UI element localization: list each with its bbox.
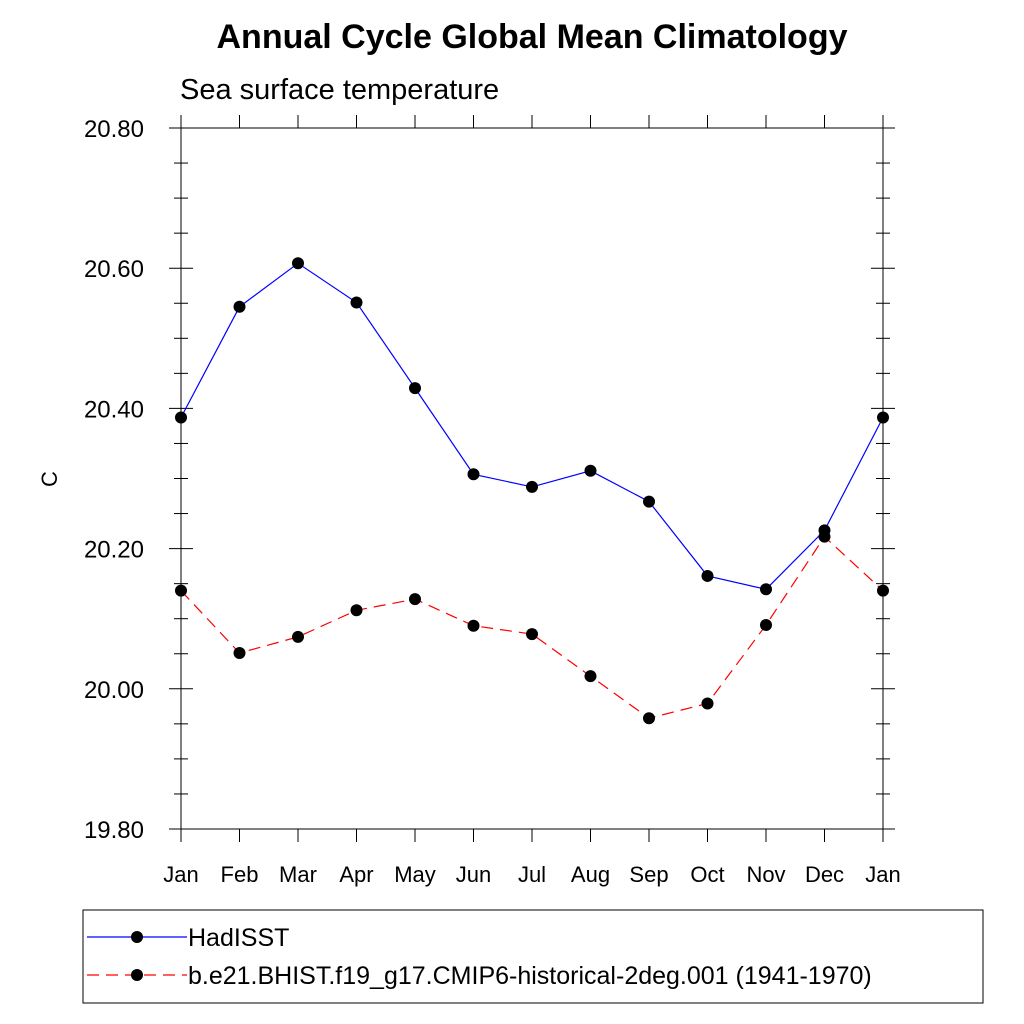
series-line	[180, 535, 884, 719]
data-point	[233, 647, 246, 660]
legend-label: b.e21.BHIST.f19_g17.CMIP6-historical-2de…	[188, 962, 872, 990]
data-point	[584, 464, 597, 477]
data-point	[350, 604, 363, 617]
data-point	[526, 628, 538, 641]
y-axis-label: C	[37, 471, 62, 487]
data-point	[760, 619, 772, 632]
data-point	[233, 300, 246, 313]
y-tick-label: 19.80	[84, 817, 144, 844]
y-tick-label: 20.80	[84, 116, 144, 143]
y-tick-label: 20.40	[84, 396, 144, 423]
data-point	[643, 712, 655, 725]
y-tick-label: 20.00	[84, 677, 144, 704]
x-tick-label: May	[394, 862, 436, 887]
x-tick-label: Feb	[221, 862, 259, 887]
legend-marker	[131, 969, 143, 981]
legend: HadISST b.e21.BHIST.f19_g17.CMIP6-histori…	[82, 909, 984, 1004]
chart-title: Annual Cycle Global Mean Climatology	[217, 18, 848, 56]
data-point	[292, 257, 304, 270]
data-point	[467, 619, 480, 632]
x-tick-label: Aug	[571, 862, 610, 887]
data-point	[643, 495, 655, 508]
data-point	[584, 670, 597, 683]
series-line	[180, 262, 884, 590]
legend-label: HadISST	[188, 924, 289, 952]
x-tick-label: Mar	[279, 862, 317, 887]
x-tick-label: Oct	[690, 862, 724, 887]
data-point	[701, 569, 714, 582]
x-tick-label: Dec	[805, 862, 844, 887]
data-point	[760, 583, 772, 596]
y-tick-label: 20.20	[84, 537, 144, 564]
data-point	[526, 480, 538, 493]
y-tick-labels: 20.80 20.60 20.40 20.20 20.00 19.80	[84, 116, 144, 844]
chart-subtitle: Sea surface temperature	[180, 74, 499, 106]
x-tick-label: Jul	[518, 862, 546, 887]
data-point	[818, 530, 831, 543]
x-tick-label: Jan	[163, 862, 198, 887]
data-point	[409, 382, 421, 395]
x-tick-label: Jun	[456, 862, 491, 887]
x-tick-label: Nov	[746, 862, 785, 887]
data-point	[292, 630, 304, 643]
y-tick-label: 20.60	[84, 256, 144, 283]
x-tick-label: Sep	[629, 862, 668, 887]
data-point	[175, 584, 187, 597]
data-point	[877, 584, 889, 597]
data-point	[409, 593, 421, 606]
data-point	[701, 697, 714, 710]
data-point	[175, 411, 187, 424]
x-tick-labels: Jan Feb Mar Apr May Jun Jul Aug Sep Oct Nov Dec Jan	[163, 862, 900, 887]
legend-box	[82, 909, 984, 1004]
plot-frame	[180, 127, 884, 830]
legend-marker	[131, 931, 143, 943]
series-1	[175, 257, 889, 596]
data-point	[467, 468, 480, 481]
data-point	[350, 296, 363, 309]
x-tick-label: Jan	[865, 862, 900, 887]
series-layer	[175, 257, 889, 725]
x-tick-label: Apr	[339, 862, 373, 887]
axis-ticks	[169, 115, 895, 842]
series-2	[175, 530, 889, 725]
legend-entries: HadISST b.e21.BHIST.f19_g17.CMIP6-histori…	[87, 924, 872, 990]
data-point	[877, 411, 889, 424]
